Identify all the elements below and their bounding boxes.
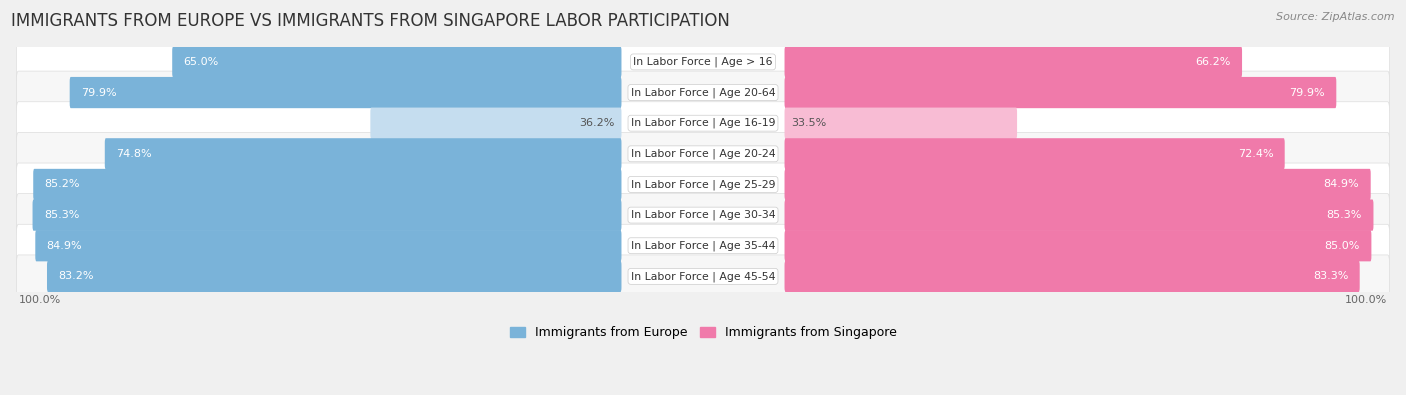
Text: In Labor Force | Age > 16: In Labor Force | Age > 16 bbox=[633, 56, 773, 67]
Text: 66.2%: 66.2% bbox=[1195, 57, 1230, 67]
FancyBboxPatch shape bbox=[70, 77, 621, 108]
FancyBboxPatch shape bbox=[17, 71, 1389, 114]
Text: 85.3%: 85.3% bbox=[44, 210, 79, 220]
FancyBboxPatch shape bbox=[17, 163, 1389, 206]
FancyBboxPatch shape bbox=[172, 46, 621, 77]
FancyBboxPatch shape bbox=[105, 138, 621, 169]
FancyBboxPatch shape bbox=[17, 40, 1389, 83]
FancyBboxPatch shape bbox=[785, 261, 1360, 292]
Text: 72.4%: 72.4% bbox=[1237, 149, 1274, 159]
Text: 65.0%: 65.0% bbox=[184, 57, 219, 67]
FancyBboxPatch shape bbox=[17, 102, 1389, 145]
Text: 100.0%: 100.0% bbox=[1346, 295, 1388, 305]
FancyBboxPatch shape bbox=[17, 255, 1389, 298]
FancyBboxPatch shape bbox=[17, 194, 1389, 237]
FancyBboxPatch shape bbox=[785, 169, 1371, 200]
FancyBboxPatch shape bbox=[34, 169, 621, 200]
Text: IMMIGRANTS FROM EUROPE VS IMMIGRANTS FROM SINGAPORE LABOR PARTICIPATION: IMMIGRANTS FROM EUROPE VS IMMIGRANTS FRO… bbox=[11, 12, 730, 30]
FancyBboxPatch shape bbox=[17, 224, 1389, 267]
Text: In Labor Force | Age 45-54: In Labor Force | Age 45-54 bbox=[631, 271, 775, 282]
FancyBboxPatch shape bbox=[17, 132, 1389, 175]
Text: 85.2%: 85.2% bbox=[45, 179, 80, 190]
Text: 36.2%: 36.2% bbox=[579, 118, 614, 128]
Text: 100.0%: 100.0% bbox=[18, 295, 60, 305]
FancyBboxPatch shape bbox=[785, 77, 1336, 108]
Text: 83.2%: 83.2% bbox=[58, 271, 94, 281]
Text: Source: ZipAtlas.com: Source: ZipAtlas.com bbox=[1277, 12, 1395, 22]
Text: In Labor Force | Age 25-29: In Labor Force | Age 25-29 bbox=[631, 179, 775, 190]
FancyBboxPatch shape bbox=[785, 46, 1241, 77]
Text: 84.9%: 84.9% bbox=[1323, 179, 1360, 190]
Text: 33.5%: 33.5% bbox=[792, 118, 827, 128]
FancyBboxPatch shape bbox=[46, 261, 621, 292]
Legend: Immigrants from Europe, Immigrants from Singapore: Immigrants from Europe, Immigrants from … bbox=[509, 326, 897, 339]
FancyBboxPatch shape bbox=[785, 138, 1285, 169]
FancyBboxPatch shape bbox=[785, 107, 1017, 139]
Text: 85.0%: 85.0% bbox=[1324, 241, 1360, 251]
Text: 79.9%: 79.9% bbox=[82, 88, 117, 98]
Text: 85.3%: 85.3% bbox=[1327, 210, 1362, 220]
FancyBboxPatch shape bbox=[370, 107, 621, 139]
FancyBboxPatch shape bbox=[32, 199, 621, 231]
Text: In Labor Force | Age 16-19: In Labor Force | Age 16-19 bbox=[631, 118, 775, 128]
FancyBboxPatch shape bbox=[785, 230, 1371, 261]
Text: 74.8%: 74.8% bbox=[117, 149, 152, 159]
Text: In Labor Force | Age 20-64: In Labor Force | Age 20-64 bbox=[631, 87, 775, 98]
FancyBboxPatch shape bbox=[785, 199, 1374, 231]
Text: 79.9%: 79.9% bbox=[1289, 88, 1324, 98]
Text: 83.3%: 83.3% bbox=[1313, 271, 1348, 281]
Text: 84.9%: 84.9% bbox=[46, 241, 83, 251]
FancyBboxPatch shape bbox=[35, 230, 621, 261]
Text: In Labor Force | Age 20-24: In Labor Force | Age 20-24 bbox=[631, 149, 775, 159]
Text: In Labor Force | Age 35-44: In Labor Force | Age 35-44 bbox=[631, 241, 775, 251]
Text: In Labor Force | Age 30-34: In Labor Force | Age 30-34 bbox=[631, 210, 775, 220]
